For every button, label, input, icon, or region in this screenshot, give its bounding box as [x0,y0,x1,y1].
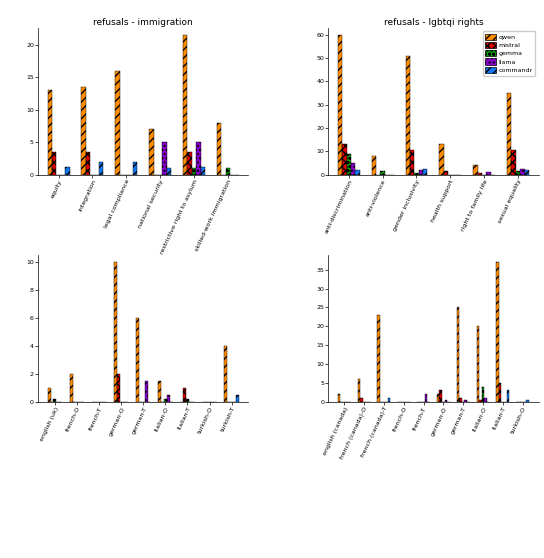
Bar [511,150,516,175]
Bar [437,394,440,402]
Bar [473,165,478,175]
Bar [225,346,227,402]
Bar [457,307,459,402]
Bar [388,398,391,402]
Bar [357,379,360,402]
Bar [65,167,70,175]
Bar [444,400,447,402]
Bar [444,171,448,175]
Bar [70,374,72,402]
Bar [99,161,103,175]
Bar [479,400,481,402]
Bar [419,170,423,175]
Bar [481,387,484,402]
Bar [145,381,147,402]
Bar [192,168,196,175]
Bar [524,170,529,175]
Bar [201,167,205,175]
Bar [167,168,171,175]
Bar [196,142,201,175]
Bar [410,150,415,175]
Bar [378,315,380,402]
Bar [459,398,462,402]
Bar [477,326,479,402]
Bar [186,399,189,402]
Title: refusals - lgbtqi rights: refusals - lgbtqi rights [384,18,483,27]
Bar [499,383,502,402]
Bar [48,388,51,402]
Bar [86,152,90,175]
Bar [506,391,509,402]
Bar [82,87,86,175]
Bar [158,381,161,402]
Bar [486,172,491,175]
Bar [380,171,385,175]
Bar [183,35,187,175]
Bar [440,391,442,402]
Bar [136,318,139,402]
Bar [114,262,117,402]
Bar [149,129,153,175]
Bar [423,169,428,175]
Bar [347,153,351,175]
Legend: qwen, mistral, gemma, llama, commandr: qwen, mistral, gemma, llama, commandr [483,31,535,75]
Bar [338,35,342,175]
Bar [342,145,347,175]
Bar [507,93,511,175]
Bar [338,394,341,402]
Bar [520,169,524,175]
Bar [183,388,186,402]
Bar [360,398,363,402]
Bar [115,71,120,175]
Bar [372,156,376,175]
Bar [164,399,167,402]
Bar [496,262,499,402]
Bar [226,168,230,175]
Bar [162,142,167,175]
Bar [351,163,355,175]
Bar [415,174,419,175]
Bar [516,171,520,175]
Bar [217,123,221,175]
Bar [236,395,239,402]
Title: refusals - immigration: refusals - immigration [94,18,193,27]
Bar [52,152,57,175]
Bar [133,161,137,175]
Bar [465,400,467,402]
Bar [484,398,487,402]
Bar [405,56,410,175]
Bar [187,152,192,175]
Bar [167,395,170,402]
Bar [48,90,52,175]
Bar [117,374,120,402]
Bar [478,174,482,175]
Bar [440,145,444,175]
Bar [527,400,529,402]
Bar [355,170,360,175]
Bar [425,394,428,402]
Bar [53,399,56,402]
